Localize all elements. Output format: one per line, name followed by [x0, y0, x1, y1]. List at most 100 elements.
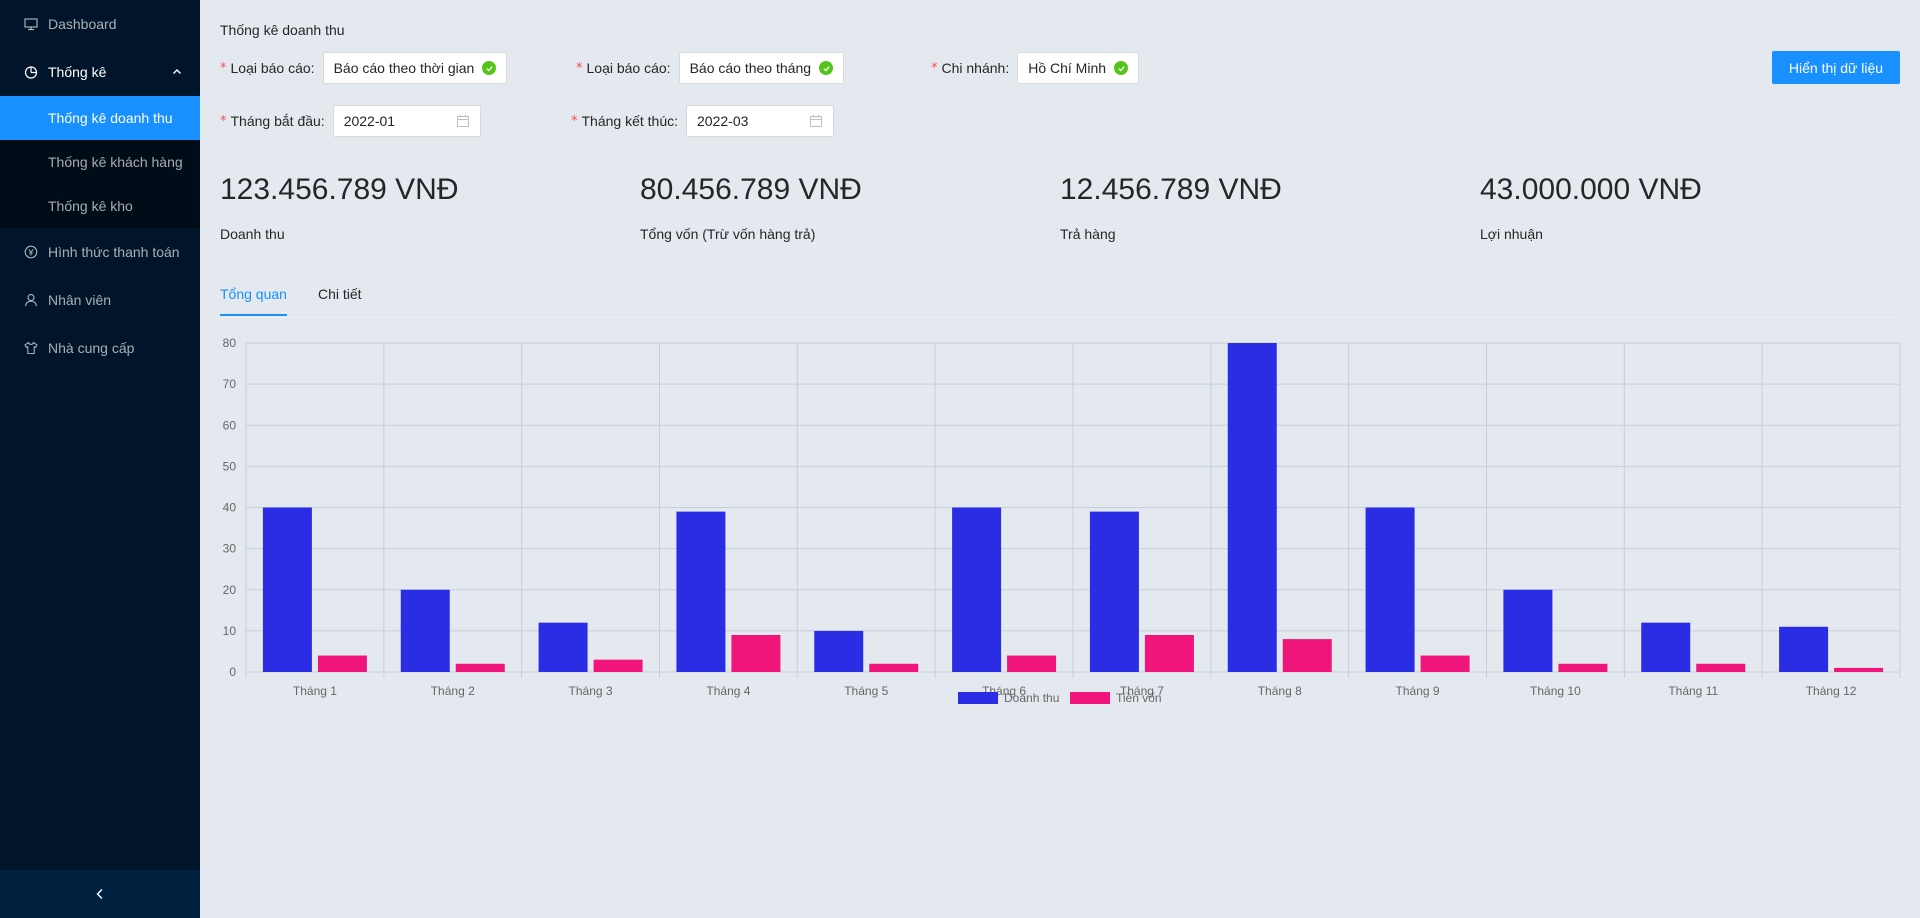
bar-capital: [593, 659, 643, 672]
tab-overview[interactable]: Tổng quan: [220, 286, 287, 316]
end-month-field: * Tháng kết thúc: 2022-03: [571, 105, 835, 137]
stat-profit: 43.000.000 VNĐ Lợi nhuận: [1480, 168, 1702, 242]
x-tick-label: Tháng 9: [1396, 684, 1440, 698]
required-mark: *: [220, 113, 227, 129]
bar-revenue: [1641, 622, 1691, 672]
required-mark: *: [931, 60, 938, 76]
legend-label: Tiền vốn: [1116, 691, 1162, 705]
bar-capital: [1007, 655, 1057, 672]
sidebar-item-label: Dashboard: [48, 16, 117, 32]
report-type-1-select[interactable]: Báo cáo theo thời gian: [322, 52, 508, 84]
bar-revenue: [676, 511, 726, 672]
stat-caption: Doanh thu: [220, 226, 285, 242]
calendar-icon: [809, 114, 823, 128]
bar-revenue: [1089, 511, 1139, 672]
revenue-bar-chart: 0 10 20 30 40 50 60 70 80 Tháng 1 Tháng 2 Tháng 3 Th…: [223, 336, 1901, 705]
report-type-1-value: Báo cáo theo thời gian: [333, 60, 475, 76]
stat-caption: Tổng vốn (Trừ vốn hàng trả): [640, 226, 816, 242]
sidebar-item-label: Nhà cung cấp: [48, 340, 135, 356]
stat-value: 123.456.789 VNĐ: [220, 173, 459, 206]
sidebar-item-employees[interactable]: Nhân viên: [0, 276, 200, 324]
bar-revenue: [814, 630, 864, 672]
branch-field: * Chi nhánh: Hồ Chí Minh: [931, 52, 1140, 84]
sidebar-subitem-warehouse[interactable]: Thống kê kho: [0, 184, 200, 228]
x-tick-label: Tháng 7: [1120, 684, 1164, 698]
start-month-field: * Tháng bắt đầu: 2022-01: [220, 105, 481, 137]
bar-capital: [1834, 667, 1884, 672]
sidebar-item-label: Hình thức thanh toán: [48, 244, 180, 260]
check-circle-icon: [482, 61, 497, 75]
report-type-2-value: Báo cáo theo tháng: [689, 60, 812, 76]
sidebar-subitem-label: Thống kê doanh thu: [48, 110, 173, 126]
start-month-picker[interactable]: 2022-01: [332, 105, 481, 137]
y-tick-label: 0: [229, 665, 236, 679]
show-data-button[interactable]: Hiển thị dữ liệu: [1772, 51, 1900, 84]
main-content: Thống kê doanh thu * Loại báo cáo: Báo c…: [200, 0, 1920, 918]
stat-caption: Lợi nhuận: [1480, 226, 1543, 242]
statistics-submenu: Thống kê doanh thu Thống kê khách hàng T…: [0, 96, 200, 228]
report-type-2-field: * Loại báo cáo: Báo cáo theo tháng: [576, 52, 845, 84]
chevron-left-icon: [94, 888, 106, 900]
sidebar-item-suppliers[interactable]: Nhà cung cấp: [0, 324, 200, 372]
stat-caption: Trả hàng: [1060, 226, 1116, 242]
y-tick-label: 30: [223, 542, 237, 556]
stat-value: 43.000.000 VNĐ: [1480, 173, 1702, 206]
tab-details[interactable]: Chi tiết: [318, 286, 362, 302]
y-tick-label: 70: [223, 377, 237, 391]
sidebar-subitem-label: Thống kê kho: [48, 198, 133, 214]
sidebar-subitem-revenue[interactable]: Thống kê doanh thu: [0, 96, 200, 140]
sidebar-item-label: Thống kê: [48, 64, 107, 80]
start-month-value: 2022-01: [343, 113, 396, 129]
check-circle-icon: [819, 61, 834, 75]
required-mark: *: [220, 60, 227, 76]
y-tick-label: 60: [223, 418, 237, 432]
required-mark: *: [571, 113, 578, 129]
report-type-1-label: Loại báo cáo:: [230, 60, 315, 76]
sidebar-subitem-customers[interactable]: Thống kê khách hàng: [0, 140, 200, 184]
bar-revenue: [1365, 507, 1415, 672]
sidebar-item-dashboard[interactable]: Dashboard: [0, 0, 200, 48]
x-tick-label: Tháng 8: [1258, 684, 1302, 698]
end-month-value: 2022-03: [697, 113, 749, 129]
branch-value: Hồ Chí Minh: [1028, 60, 1107, 76]
required-mark: *: [576, 60, 583, 76]
x-tick-label: Tháng 12: [1806, 684, 1857, 698]
user-icon: [24, 293, 38, 307]
report-type-2-select[interactable]: Báo cáo theo tháng: [678, 52, 845, 84]
bar-revenue: [400, 589, 450, 672]
x-tick-label: Tháng 11: [1668, 684, 1718, 698]
sidebar-collapse-button[interactable]: [0, 870, 200, 918]
branch-select[interactable]: Hồ Chí Minh: [1017, 52, 1140, 84]
bar-capital: [869, 663, 919, 672]
sidebar-item-statistics[interactable]: Thống kê: [0, 48, 200, 96]
bar-revenue: [262, 507, 312, 672]
bar-capital: [731, 634, 781, 672]
stat-revenue: 123.456.789 VNĐ Doanh thu: [220, 168, 459, 242]
legend-swatch: [958, 692, 998, 704]
legend-swatch: [1070, 692, 1110, 704]
y-tick-label: 80: [223, 336, 237, 350]
bar-capital: [1696, 663, 1746, 672]
pie-chart-icon: [24, 65, 38, 79]
end-month-picker[interactable]: 2022-03: [686, 105, 835, 137]
bar-revenue: [538, 622, 588, 672]
sidebar: Dashboard Thống kê Thống kê doanh thu Th…: [0, 0, 200, 918]
branch-label: Chi nhánh:: [941, 60, 1010, 76]
shirt-icon: [24, 341, 38, 355]
sidebar-item-label: Nhân viên: [48, 292, 112, 308]
y-tick-label: 10: [223, 624, 237, 638]
x-tick-label: Tháng 10: [1530, 684, 1581, 698]
y-tick-label: 50: [223, 459, 237, 473]
monitor-icon: [24, 17, 38, 31]
sidebar-item-payment-methods[interactable]: Hình thức thanh toán: [0, 228, 200, 276]
check-circle-icon: [1114, 61, 1129, 75]
x-tick-label: Tháng 3: [569, 684, 613, 698]
bar-revenue: [1503, 589, 1553, 672]
bar-revenue: [1227, 343, 1277, 672]
end-month-label: Tháng kết thúc:: [581, 113, 679, 129]
bar-capital: [1282, 639, 1332, 672]
stat-value: 80.456.789 VNĐ: [640, 173, 862, 206]
bar-capital: [455, 663, 505, 672]
stat-returns: 12.456.789 VNĐ Trả hàng: [1060, 168, 1282, 242]
bar-capital: [1144, 634, 1194, 672]
